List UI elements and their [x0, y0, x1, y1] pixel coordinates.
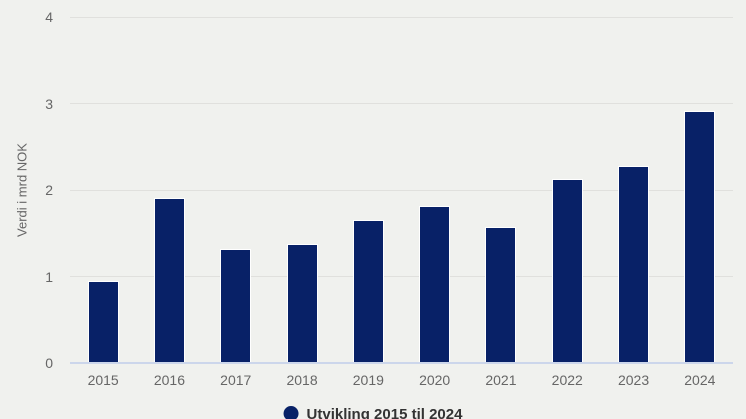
bar-2020[interactable]	[419, 206, 451, 363]
legend-label: Utvikling 2015 til 2024	[306, 406, 463, 419]
gridline	[70, 103, 733, 104]
bar-2019[interactable]	[352, 220, 384, 363]
x-tick-label: 2018	[286, 372, 318, 388]
bar-2017[interactable]	[220, 248, 252, 363]
legend-item[interactable]: Utvikling 2015 til 2024	[283, 406, 463, 419]
gridline	[70, 189, 733, 191]
x-tick-label: 2023	[617, 372, 650, 388]
bar-2016[interactable]	[153, 197, 185, 363]
bar-2015[interactable]	[87, 280, 119, 363]
x-tick-label: 2019	[352, 372, 384, 388]
x-tick-label: 2016	[153, 372, 186, 388]
x-axis-line	[70, 362, 733, 364]
y-tick-label: 3	[45, 95, 53, 112]
y-tick-label: 2	[45, 182, 53, 198]
bar-2024[interactable]	[684, 111, 716, 363]
bar-2023[interactable]	[618, 165, 650, 363]
x-tick-label: 2015	[87, 372, 119, 388]
y-tick-label: 1	[45, 268, 53, 285]
x-tick-label: 2022	[551, 372, 583, 388]
x-tick-label: 2024	[684, 372, 716, 388]
series-marker-icon	[283, 406, 299, 419]
bar-2022[interactable]	[551, 178, 583, 363]
x-tick-label: 2017	[220, 372, 252, 388]
y-tick-label: 4	[45, 9, 53, 25]
gridline	[70, 16, 733, 18]
bar-2018[interactable]	[286, 243, 318, 363]
y-tick-label: 0	[45, 355, 53, 371]
x-tick-label: 2021	[485, 372, 517, 388]
gridline	[70, 276, 733, 277]
bar-2021[interactable]	[485, 227, 517, 363]
x-tick-label: 2020	[419, 372, 451, 388]
